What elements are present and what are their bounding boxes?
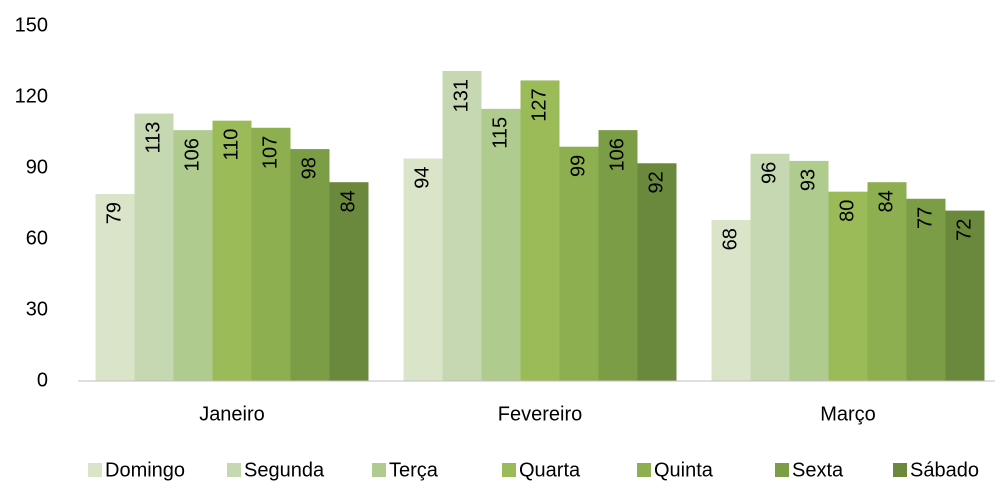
bar: [711, 220, 751, 381]
bar: [251, 127, 291, 382]
y-tick-label: 120: [15, 85, 48, 107]
data-label: 96: [758, 162, 780, 184]
data-label: 94: [411, 167, 433, 189]
bar: [481, 108, 521, 381]
data-label: 99: [567, 155, 589, 177]
bar: [212, 120, 252, 382]
data-label: 84: [875, 190, 897, 212]
bar: [134, 113, 174, 382]
bar: [559, 146, 599, 381]
bar: [867, 182, 907, 381]
y-tick-label: 90: [26, 156, 48, 178]
bar: [906, 198, 946, 381]
x-tick-label: Março: [820, 403, 876, 425]
legend-swatch: [227, 463, 241, 477]
bar: [403, 158, 443, 381]
data-label: 93: [797, 169, 819, 191]
bar: [750, 153, 790, 381]
data-label: 115: [489, 117, 511, 149]
data-label: 131: [450, 79, 472, 112]
legend-label: Segunda: [244, 459, 325, 481]
data-label: 92: [645, 171, 667, 193]
legend-swatch: [372, 463, 386, 477]
legend-label: Terça: [389, 459, 439, 481]
data-label: 84: [337, 190, 359, 212]
legend-swatch: [775, 463, 789, 477]
data-label: 106: [606, 138, 628, 171]
data-label: 106: [181, 138, 203, 171]
data-label: 79: [103, 202, 125, 224]
legend-label: Sábado: [910, 459, 979, 481]
bar: [329, 182, 369, 381]
y-tick-label: 30: [26, 298, 48, 320]
data-label: 113: [142, 122, 164, 154]
x-tick-label: Janeiro: [199, 403, 265, 425]
bar: [520, 80, 560, 381]
bar: [637, 163, 677, 381]
bar: [173, 130, 213, 381]
bar: [828, 191, 868, 381]
legend-swatch: [893, 463, 907, 477]
y-tick-label: 60: [26, 227, 48, 249]
data-label: 127: [528, 88, 550, 121]
y-tick-label: 150: [15, 14, 48, 36]
data-label: 77: [914, 207, 936, 229]
legend-label: Domingo: [105, 459, 185, 481]
legend-label: Quinta: [654, 459, 714, 481]
legend-swatch: [88, 463, 102, 477]
data-label: 110: [220, 129, 242, 161]
bar: [598, 130, 638, 381]
legend-label: Sexta: [792, 459, 844, 481]
legend-swatch: [502, 463, 516, 477]
bar: [789, 160, 829, 381]
bar: [290, 149, 330, 381]
data-label: 80: [836, 200, 858, 222]
data-label: 98: [298, 157, 320, 179]
bar: [945, 210, 985, 381]
bar: [95, 194, 135, 381]
x-tick-label: Fevereiro: [498, 403, 582, 425]
data-label: 72: [953, 219, 975, 241]
legend-swatch: [637, 463, 651, 477]
data-label: 107: [259, 136, 281, 169]
y-tick-label: 0: [37, 369, 48, 391]
bar: [442, 70, 482, 381]
data-label: 68: [719, 228, 741, 250]
legend-label: Quarta: [519, 459, 581, 481]
